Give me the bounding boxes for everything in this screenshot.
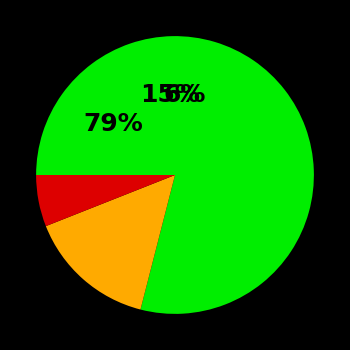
Text: 15%: 15% [140, 83, 200, 107]
Wedge shape [36, 36, 314, 314]
Text: 6%: 6% [164, 83, 206, 107]
Wedge shape [46, 175, 175, 309]
Text: 79%: 79% [83, 112, 143, 136]
Wedge shape [36, 175, 175, 226]
